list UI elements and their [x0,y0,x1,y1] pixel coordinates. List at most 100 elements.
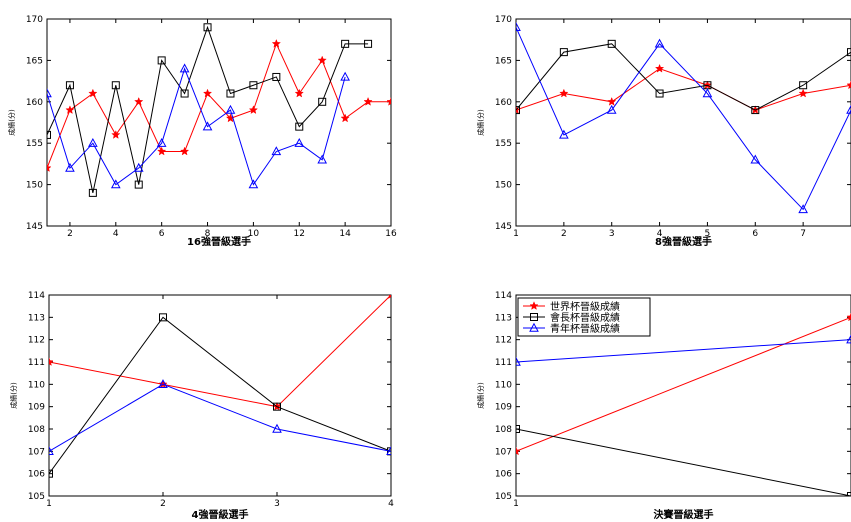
data-point-red [386,96,391,106]
data-point-red [134,96,144,106]
data-point-blue [133,162,144,172]
y-tick-label: 145 [495,222,512,232]
data-point-black [751,106,760,115]
legend-marker-black [530,313,538,321]
x-axis-label: 16強晉級選手 [187,235,251,248]
y-tick-label: 112 [495,336,512,346]
data-point-blue [65,162,75,172]
data-point-black [159,313,167,322]
data-point-black [295,122,304,131]
data-point-black [655,89,664,98]
x-tick-label: 2 [160,499,166,509]
data-point-black [272,72,281,81]
data-point-blue [846,104,851,114]
y-tick-label: 107 [495,447,512,457]
data-point-black [203,23,212,32]
x-tick-label: 14 [339,229,351,239]
data-point-red [271,38,281,48]
series-line-black [516,43,851,111]
data-point-red [317,55,327,65]
plot-frame [515,294,851,497]
x-tick-label: 2 [561,229,567,239]
chart-panel-3: 1 2 3 4 105 106 107 108 109 110 111 112 113 114 4強晉級選手… [9,291,394,521]
y-tick-label: 109 [495,403,512,413]
y-axis-label: 成績(分) [476,109,485,136]
y-tick-label: 114 [495,291,512,301]
y-tick-label: 170 [26,15,43,25]
data-point-black [157,56,166,65]
x-tick-label: 10 [248,229,260,239]
data-point-blue [606,104,617,114]
data-point-black [847,48,851,57]
data-point-red [340,113,350,123]
data-point-blue [47,88,52,98]
series-line-red [47,42,391,169]
data-point-red [49,357,54,366]
data-point-black [49,469,53,478]
y-tick-label: 150 [495,181,512,191]
y-tick-label: 108 [28,425,45,435]
y-axis-label: 成績(分) [476,382,485,409]
data-point-blue [88,137,98,147]
y-tick-label: 160 [26,98,43,108]
data-point-black [111,81,120,90]
y-tick-label: 114 [28,291,45,301]
series-line-blue [47,67,346,186]
plot-frame [48,294,392,497]
y-tick-label: 113 [495,313,512,323]
data-point-blue [798,204,808,214]
data-point-black [341,39,350,48]
plot-area [47,23,391,197]
data-point-black [88,188,97,197]
y-tick-label: 170 [495,15,512,25]
data-point-black [607,39,616,48]
data-point-red [846,80,851,90]
data-point-blue [340,71,350,81]
data-point-blue [179,63,190,73]
data-point-blue [272,423,282,433]
series-line-blue [516,339,851,363]
y-tick-label: 111 [495,358,512,368]
legend-label: 青年杯晉級成績 [550,322,620,335]
data-point-black [65,81,74,90]
data-point-red [388,295,391,299]
x-tick-label: 6 [752,229,758,239]
y-tick-label: 111 [28,358,45,368]
data-point-blue [202,121,213,131]
x-tick-label: 12 [294,229,305,239]
data-point-red [179,146,190,156]
data-point-red [846,312,851,322]
y-tick-label: 110 [495,380,512,390]
y-tick-label: 160 [495,98,512,108]
data-point-red [47,163,52,173]
y-tick-label: 106 [28,470,45,480]
data-point-black [180,89,189,98]
x-tick-label: 1 [513,229,519,239]
y-tick-label: 109 [28,403,45,413]
legend-marker-red [529,301,539,310]
plot-area [49,295,391,478]
series-line-red [516,316,851,452]
x-tick-label: 3 [609,229,615,239]
data-point-black [318,97,327,106]
data-point-red [516,446,521,456]
data-point-blue [559,129,569,139]
chart-panel-1: 2 4 6 8 10 12 14 16 145 150 155 160 165 170 16強晉級選手 成績(… [7,15,397,248]
data-point-blue [294,137,305,147]
x-tick-label: 4 [388,499,394,509]
x-tick-label: 3 [274,499,280,509]
y-tick-label: 113 [28,313,45,323]
x-tick-label: 8 [205,229,211,239]
data-point-red [225,113,236,123]
legend-label: 世界杯晉級成績 [550,300,620,313]
x-tick-label: 7 [800,229,806,239]
data-point-black [516,106,520,115]
data-point-blue [49,446,54,456]
data-point-blue [271,146,282,156]
x-tick-label: 6 [159,229,165,239]
y-tick-label: 105 [28,492,45,502]
data-point-red [607,96,617,106]
